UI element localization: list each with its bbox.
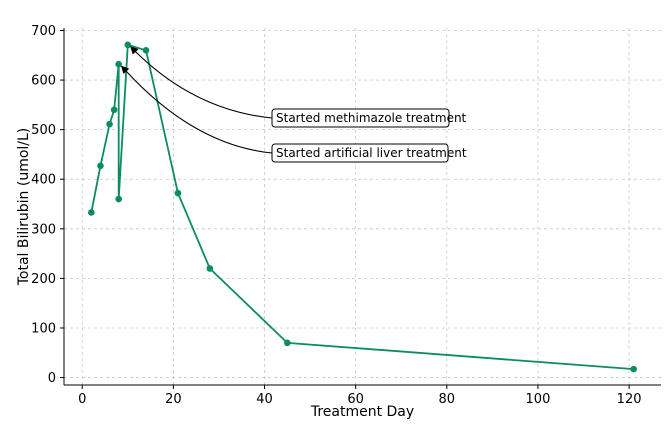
axes [63,28,661,386]
data-point [174,189,182,197]
x-tick-label: 20 [165,392,182,407]
annotation-box [271,108,450,128]
x-tick-label: 80 [439,392,456,407]
data-point [206,265,214,272]
y-tick-label: 500 [31,123,56,138]
series-layer [88,41,637,373]
y-tick-label: 400 [31,173,56,188]
annotation-box [271,143,449,163]
y-tick-label: 100 [31,321,56,336]
data-point [88,209,95,216]
x-tick-label: 100 [526,392,551,407]
data-point [284,339,291,347]
annotations: Started methimazole treatment Started art… [121,46,467,163]
ticks: 0 20 40 60 80 100 120 0 100 200 300 400 500 600 700 [31,24,641,407]
x-tick-label: 60 [347,392,364,407]
annotation-arrow [121,65,273,154]
annotation-label: Started methimazole treatment [276,111,467,125]
annotation-arrow [130,46,273,119]
data-point [142,47,150,54]
x-tick-label: 40 [256,392,273,407]
x-tick-label: 120 [617,392,642,407]
data-point [115,195,122,203]
x-axis-label: Treatment Day [310,404,414,420]
data-point [110,106,118,114]
y-tick-label: 700 [31,24,56,39]
y-tick-label: 600 [31,74,56,89]
data-point [97,162,104,170]
annotation-label: Started artificial liver treatment [276,146,467,160]
x-tick-label: 0 [78,392,86,407]
data-point [106,120,113,128]
series-line [90,43,634,371]
data-point [115,60,122,68]
y-tick-label: 300 [31,222,56,237]
data-point [124,41,132,49]
y-tick-label: 0 [48,371,56,386]
data-point [630,365,637,373]
y-axis-label: Total Bilirubin (umol/L) [16,128,32,287]
y-tick-label: 200 [31,272,56,287]
